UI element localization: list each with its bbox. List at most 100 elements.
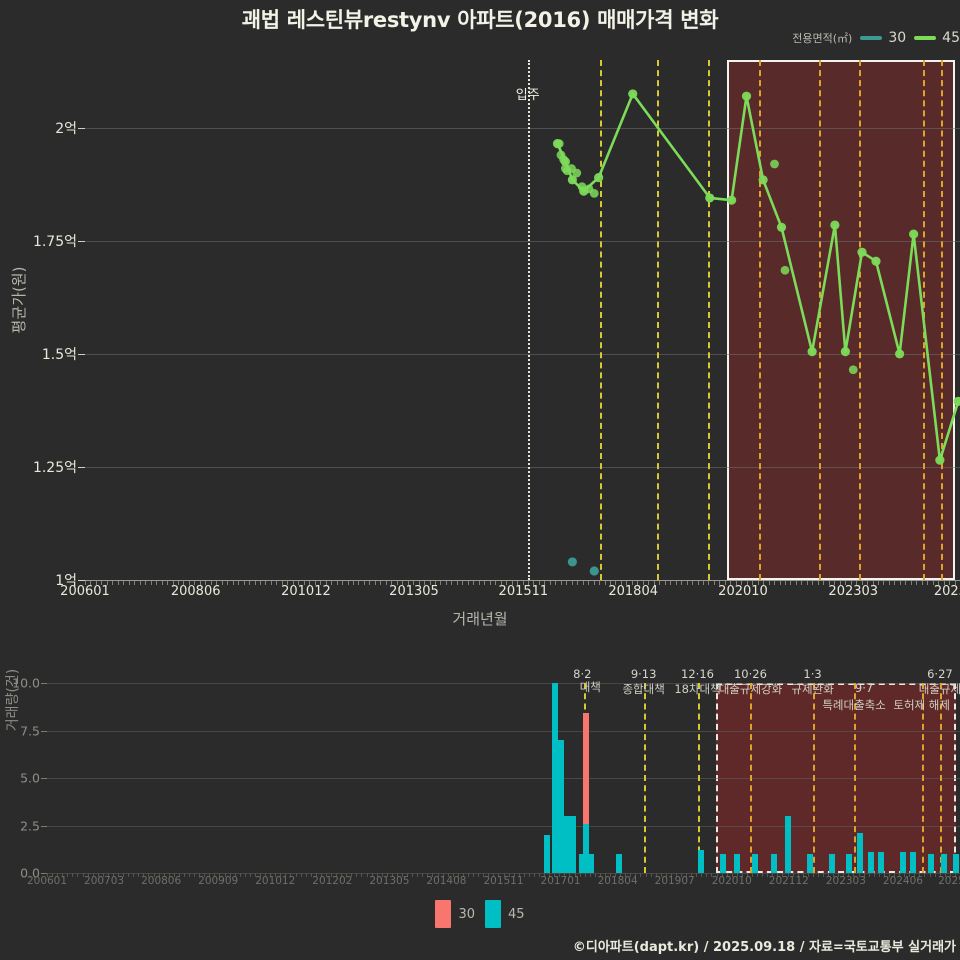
price-x-minor-tick bbox=[642, 581, 644, 585]
volume-x-minor-tick bbox=[300, 873, 302, 877]
price-x-minor-tick bbox=[845, 581, 847, 585]
price-x-minor-tick bbox=[238, 581, 240, 585]
volume-x-minor-tick bbox=[376, 873, 378, 877]
volume-x-minor-tick bbox=[391, 873, 393, 877]
volume-x-tick-label: 200601 bbox=[26, 875, 68, 887]
price-x-minor-tick bbox=[664, 581, 666, 585]
price-x-minor-tick bbox=[571, 581, 573, 585]
volume-x-minor-tick bbox=[123, 873, 125, 877]
price-x-minor-tick bbox=[949, 581, 951, 585]
price-x-minor-tick bbox=[478, 581, 480, 585]
price-x-minor-tick bbox=[916, 581, 918, 585]
price-x-minor-tick bbox=[265, 581, 267, 585]
volume-x-minor-tick bbox=[635, 873, 637, 877]
price-x-minor-tick bbox=[331, 581, 333, 585]
price-chart-legend: 전용면적(㎡) 30 45 bbox=[792, 30, 960, 46]
price-x-minor-tick bbox=[856, 581, 858, 585]
price-x-minor-tick bbox=[112, 581, 114, 585]
volume-x-minor-tick bbox=[655, 873, 657, 877]
price-point-45 bbox=[579, 186, 589, 196]
volume-x-minor-tick bbox=[909, 873, 911, 877]
volume-x-minor-tick bbox=[787, 873, 789, 877]
volume-x-minor-tick bbox=[665, 873, 667, 877]
price-x-minor-tick bbox=[894, 581, 896, 585]
volume-x-minor-tick bbox=[508, 873, 510, 877]
legend-item-45[interactable]: 45 bbox=[914, 30, 960, 46]
price-point-45 bbox=[705, 193, 715, 203]
volume-x-minor-tick bbox=[178, 873, 180, 877]
volume-x-minor-tick bbox=[823, 873, 825, 877]
volume-x-minor-tick bbox=[234, 873, 236, 877]
price-x-minor-tick bbox=[867, 581, 869, 585]
legend-swatch-30 bbox=[860, 36, 883, 40]
volume-x-minor-tick bbox=[868, 873, 870, 877]
volume-x-minor-tick bbox=[630, 873, 632, 877]
volume-x-minor-tick bbox=[457, 873, 459, 877]
volume-x-minor-tick bbox=[168, 873, 170, 877]
volume-x-minor-tick bbox=[757, 873, 759, 877]
volume-x-minor-tick bbox=[594, 873, 596, 877]
volume-x-tick-label: 202303 bbox=[825, 875, 866, 887]
price-x-minor-tick bbox=[861, 581, 863, 585]
volume-x-minor-tick bbox=[777, 873, 779, 877]
price-point-45 bbox=[770, 159, 779, 169]
price-point-45 bbox=[840, 347, 850, 357]
volume-x-minor-tick bbox=[746, 873, 748, 877]
volume-bar-45 bbox=[557, 740, 564, 873]
move-in-marker-line bbox=[527, 60, 530, 580]
price-x-minor-tick bbox=[938, 581, 940, 585]
volume-x-minor-tick bbox=[254, 873, 256, 877]
volume-x-minor-tick bbox=[645, 873, 647, 877]
volume-x-minor-tick bbox=[934, 873, 936, 877]
price-x-axis-label: 거래년월 bbox=[452, 610, 508, 628]
policy-name-label-5: 특례대출축소 bbox=[822, 698, 886, 712]
policy-marker-line-4 bbox=[818, 60, 821, 580]
price-x-minor-tick bbox=[445, 581, 447, 585]
volume-legend-item-30[interactable]: 30 bbox=[435, 900, 475, 928]
volume-x-minor-tick bbox=[402, 873, 404, 877]
price-x-minor-tick bbox=[194, 581, 196, 585]
price-x-minor-tick bbox=[697, 581, 699, 585]
price-x-minor-tick bbox=[560, 581, 562, 585]
volume-x-minor-tick bbox=[919, 873, 921, 877]
price-x-minor-tick bbox=[752, 581, 754, 585]
price-x-tick-label: 200806 bbox=[170, 584, 221, 599]
volume-x-minor-tick bbox=[762, 873, 764, 877]
price-x-minor-tick bbox=[276, 581, 278, 585]
price-x-axis-rule bbox=[85, 580, 960, 581]
price-x-minor-tick bbox=[456, 581, 458, 585]
price-x-minor-tick bbox=[620, 581, 622, 585]
price-x-minor-tick bbox=[653, 581, 655, 585]
volume-x-minor-tick bbox=[767, 873, 769, 877]
volume-legend-label-45: 45 bbox=[508, 906, 525, 922]
volume-x-minor-tick bbox=[366, 873, 368, 877]
price-x-minor-tick bbox=[724, 581, 726, 585]
volume-x-minor-tick bbox=[417, 873, 419, 877]
price-point-45 bbox=[628, 89, 638, 99]
price-x-minor-tick bbox=[216, 581, 218, 585]
volume-x-minor-tick bbox=[949, 873, 951, 877]
policy-marker-line-vol-1 bbox=[643, 683, 646, 873]
volume-x-minor-tick bbox=[888, 873, 890, 877]
volume-legend-item-45[interactable]: 45 bbox=[485, 900, 525, 928]
volume-bar-45 bbox=[856, 833, 863, 873]
volume-x-minor-tick bbox=[615, 873, 617, 877]
volume-y-tick-label: 0.0 bbox=[20, 865, 40, 881]
volume-x-minor-tick bbox=[462, 873, 464, 877]
price-y-axis-label: 평균가(원) bbox=[10, 266, 28, 334]
volume-x-minor-tick bbox=[503, 873, 505, 877]
volume-x-minor-tick bbox=[351, 873, 353, 877]
volume-x-tick-label: 201907 bbox=[654, 875, 695, 887]
volume-x-minor-tick bbox=[772, 873, 774, 877]
price-y-tick-label: 1억 bbox=[55, 573, 77, 589]
policy-name-label-6: 토허제 해제 bbox=[893, 698, 950, 712]
price-x-minor-tick bbox=[795, 581, 797, 585]
volume-x-minor-tick bbox=[493, 873, 495, 877]
price-x-tick-label: 2025 bbox=[933, 584, 960, 599]
legend-item-30[interactable]: 30 bbox=[860, 30, 906, 46]
volume-x-minor-tick bbox=[209, 873, 211, 877]
price-x-minor-tick bbox=[183, 581, 185, 585]
price-x-minor-tick bbox=[910, 581, 912, 585]
volume-x-minor-tick bbox=[894, 873, 896, 877]
price-x-minor-tick bbox=[850, 581, 852, 585]
